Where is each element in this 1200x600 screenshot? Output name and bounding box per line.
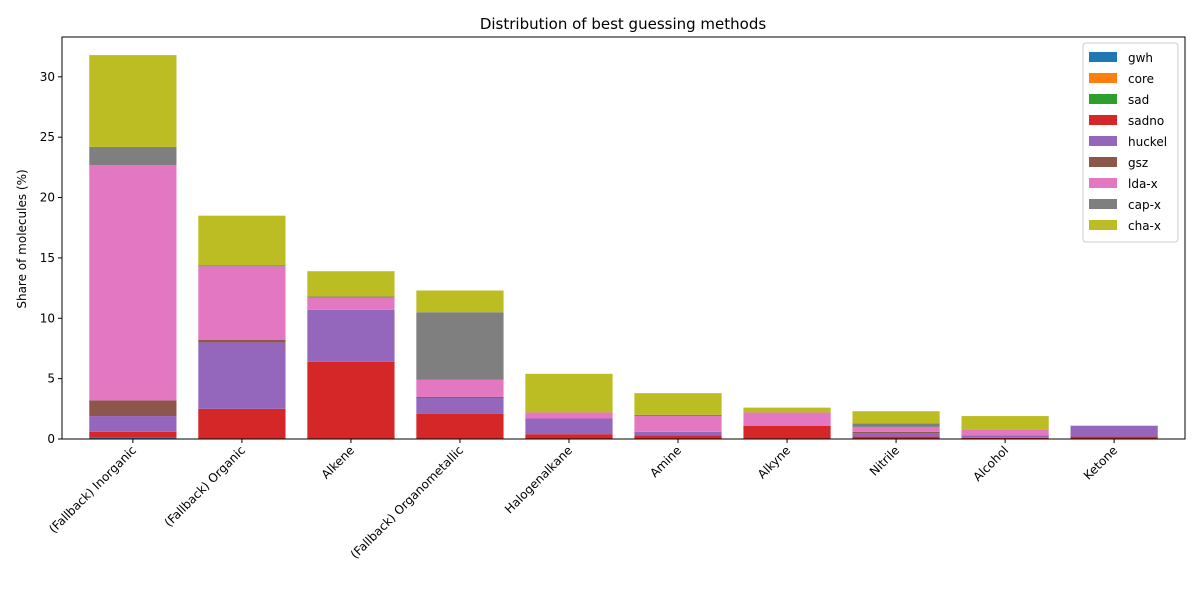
plot-frame: [61, 36, 1186, 440]
bar-segment-huckel: [89, 416, 177, 432]
bar-segment-cha-x: [416, 290, 504, 313]
x-tick-label: Alkyne: [755, 443, 793, 481]
bar-segment-lda-x: [634, 416, 722, 432]
y-tick-label: 5: [47, 372, 55, 386]
bar-segment-sadno: [416, 413, 504, 439]
bar-segment-lda-x: [961, 429, 1049, 436]
bar-segment-cap-x: [307, 296, 395, 298]
bar-segment-lda-x: [743, 412, 831, 426]
bar-segment-cha-x: [89, 55, 177, 147]
bar-segment-cha-x: [307, 271, 395, 297]
bar-segment-cha-x: [743, 407, 831, 413]
y-axis-label: Share of molecules (%): [15, 169, 29, 308]
legend-swatch-gwh: [1089, 52, 1117, 62]
bar-segment-cap-x: [416, 312, 504, 380]
legend-box: [1082, 42, 1179, 243]
legend-label-lda-x: lda-x: [1128, 177, 1158, 191]
bar-segment-huckel: [307, 309, 395, 362]
x-tick-label: Alkene: [319, 443, 357, 481]
x-tick-label: Halogenalkane: [502, 443, 575, 516]
bar-segment-lda-x: [307, 297, 395, 310]
chart-title: Distribution of best guessing methods: [480, 15, 766, 33]
y-tick-label: 15: [40, 251, 55, 265]
bar-segment-cha-x: [961, 416, 1049, 430]
legend-label-cap-x: cap-x: [1128, 198, 1161, 212]
legend-label-sadno: sadno: [1128, 114, 1164, 128]
y-tick-label: 30: [40, 70, 55, 84]
legend-label-sad: sad: [1128, 93, 1149, 107]
bars-group: [89, 55, 1158, 439]
bar-segment-cha-x: [634, 393, 722, 415]
legend-label-huckel: huckel: [1128, 135, 1167, 149]
x-tick-label: Amine: [647, 443, 684, 480]
bar-segment-cha-x: [525, 373, 613, 413]
bar-segment-sadno: [89, 431, 177, 438]
legend-label-gwh: gwh: [1128, 51, 1153, 65]
bar-segment-huckel: [961, 435, 1049, 438]
legend-swatch-cap-x: [1089, 199, 1117, 209]
bar-segment-cap-x: [89, 146, 177, 165]
bar-segment-gsz: [198, 340, 286, 343]
bar-segment-cha-x: [198, 215, 286, 266]
bar-segment-huckel: [198, 342, 286, 409]
y-tick-label: 0: [47, 432, 55, 446]
bar-segment-cap-x: [852, 423, 940, 427]
legend-swatch-gsz: [1089, 157, 1117, 167]
bar-segment-gsz: [852, 431, 940, 433]
legend-swatch-cha-x: [1089, 220, 1117, 230]
y-tick-label: 20: [40, 191, 55, 205]
bar-segment-huckel: [634, 431, 722, 436]
bar-segment-sadno: [961, 437, 1049, 439]
bar-segment-lda-x: [525, 412, 613, 419]
bar-segment-cap-x: [634, 414, 722, 417]
bar-segment-huckel: [525, 418, 613, 435]
bar-segment-lda-x: [852, 426, 940, 432]
bar-segment-cap-x: [198, 265, 286, 267]
bar-segment-gsz: [416, 396, 504, 398]
bar-segment-sadno: [307, 361, 395, 439]
legend-swatch-lda-x: [1089, 178, 1117, 188]
bar-segment-huckel: [1070, 425, 1158, 437]
bar-segment-sadno: [743, 425, 831, 439]
legend: gwh core sad sadno huckel gsz lda-x cap-x cha-x: [1082, 42, 1179, 243]
x-tick-label: (Fallback) Organometallic: [348, 443, 466, 561]
bar-segment-sadno: [198, 408, 286, 439]
legend-swatch-core: [1089, 73, 1117, 83]
y-tick-label: 25: [40, 130, 55, 144]
bar-segment-sadno: [852, 436, 940, 439]
bar-segment-lda-x: [416, 379, 504, 397]
bar-segment-lda-x: [198, 266, 286, 341]
legend-swatch-sadno: [1089, 115, 1117, 125]
bar-segment-sadno: [1070, 436, 1158, 439]
x-tick-label: (Fallback) Inorganic: [46, 443, 139, 536]
legend-label-core: core: [1128, 72, 1154, 86]
bar-segment-sadno: [525, 434, 613, 439]
x-tick-label: Ketone: [1081, 443, 1120, 482]
x-tick-label: Alcohol: [970, 443, 1011, 484]
y-tick-label: 10: [40, 311, 55, 325]
legend-swatch-huckel: [1089, 136, 1117, 146]
legend-label-gsz: gsz: [1128, 156, 1148, 170]
legend-label-cha-x: cha-x: [1128, 219, 1161, 233]
x-tick-label: Nitrile: [867, 443, 902, 478]
bar-segment-gsz: [89, 400, 177, 417]
bar-segment-gwh: [89, 437, 177, 439]
legend-swatch-sad: [1089, 94, 1117, 104]
bar-segment-huckel: [852, 432, 940, 437]
bar-segment-sadno: [634, 435, 722, 439]
x-tick-label: (Fallback) Organic: [162, 443, 248, 529]
bar-segment-lda-x: [89, 164, 177, 401]
bar-segment-cha-x: [852, 411, 940, 424]
bar-segment-huckel: [416, 397, 504, 414]
